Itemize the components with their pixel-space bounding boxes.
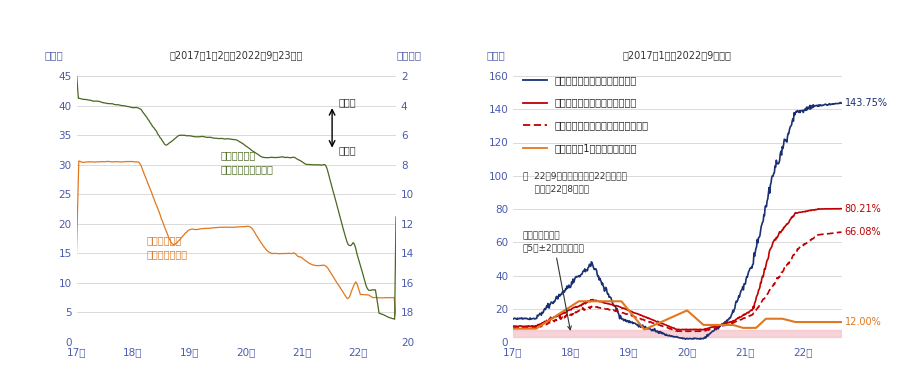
Text: トルコ・リラ
（対米ドル、右軸）: トルコ・リラ （対米ドル、右軸） <box>220 150 274 174</box>
Text: 12.00%: 12.00% <box>845 317 881 327</box>
Text: トルコ・リラの推移: トルコ・リラの推移 <box>179 47 257 62</box>
Bar <box>513 330 842 337</box>
Text: 物価目標レンジ
（5％±2％ポイント）: 物価目標レンジ （5％±2％ポイント） <box>523 232 584 330</box>
Text: 66.08%: 66.08% <box>845 227 881 237</box>
Text: （円）: （円） <box>44 50 63 60</box>
Text: 生産者物価指数（前年同月比）: 生産者物価指数（前年同月比） <box>554 75 636 85</box>
Text: （2017年1月2日〜2022年9月23日）: （2017年1月2日〜2022年9月23日） <box>169 50 303 60</box>
Text: 消費者物価指数（前年同月比）: 消費者物価指数（前年同月比） <box>554 98 636 108</box>
Text: （リラ）: （リラ） <box>397 50 421 60</box>
Text: トルコの物価および政策金利の推移: トルコの物価および政策金利の推移 <box>594 47 733 62</box>
Text: リラ高: リラ高 <box>338 97 356 107</box>
Text: ＊  22年9月の政策金利は22日時点、
    物価は22年8月まで: ＊ 22年9月の政策金利は22日時点、 物価は22年8月まで <box>523 172 626 193</box>
Text: リラ安: リラ安 <box>338 145 356 155</box>
Text: 143.75%: 143.75% <box>845 98 887 108</box>
Text: 政策金利（1週間物レポ金利）: 政策金利（1週間物レポ金利） <box>554 143 636 153</box>
Text: （％）: （％） <box>487 50 506 60</box>
Text: （2017年1月〜2022年9月＊）: （2017年1月〜2022年9月＊） <box>623 50 732 60</box>
Text: コア消費者物価指数（前年同月比）: コア消費者物価指数（前年同月比） <box>554 120 648 130</box>
Text: 80.21%: 80.21% <box>845 204 881 214</box>
Text: トルコ・リラ
（対円、左軸）: トルコ・リラ （対円、左軸） <box>147 236 188 259</box>
